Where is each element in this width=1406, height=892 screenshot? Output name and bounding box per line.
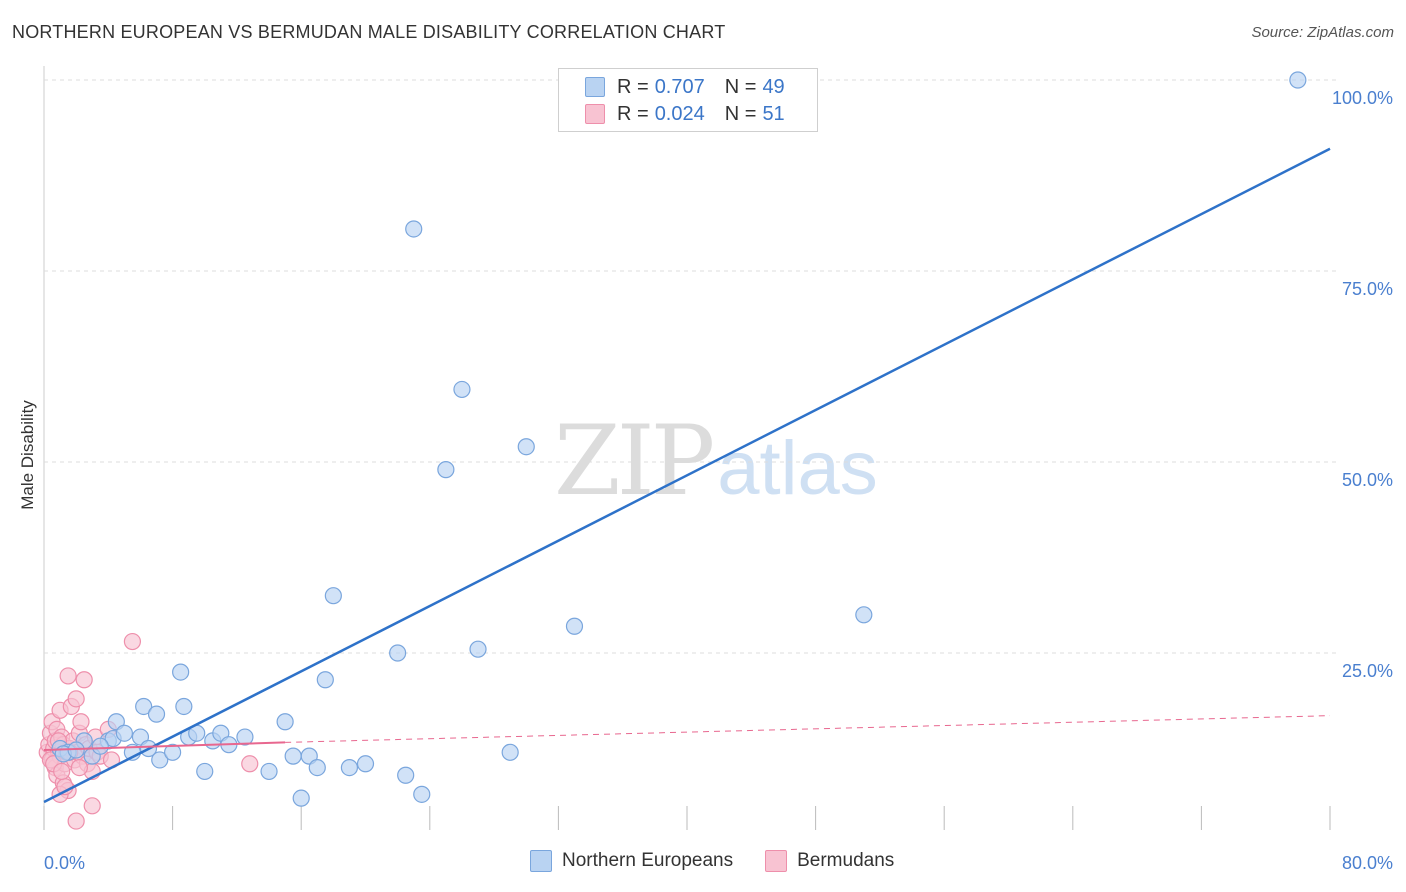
legend-swatch-blue [585, 77, 605, 97]
legend-r-label: R = [617, 102, 649, 125]
northern-europeans-point [565, 617, 584, 635]
watermark-zip: ZIP [554, 405, 715, 517]
legend-label: Bermudans [797, 850, 895, 871]
bermudans-point [59, 667, 77, 685]
legend-row-northern-europeans: R = 0.707 N = 49 [585, 73, 785, 101]
bermudans-point [75, 671, 93, 689]
bermudans-point [72, 713, 90, 731]
northern-europeans-point [175, 697, 193, 716]
bermudans-point [67, 812, 85, 830]
northern-europeans-point [413, 785, 431, 803]
source-attribution: Source: ZipAtlas.com [1251, 24, 1394, 41]
northern-europeans-point [284, 747, 302, 765]
y-tick-label: 75.0% [1342, 279, 1393, 299]
northern-europeans-point [196, 762, 214, 781]
y-tick-label: 25.0% [1342, 661, 1393, 681]
northern-europeans-point [276, 713, 294, 731]
legend-item-northern-europeans: Northern Europeans [530, 850, 733, 872]
legend-swatch-blue [530, 850, 552, 872]
northern-europeans-point [260, 762, 278, 781]
northern-europeans-point [91, 737, 109, 755]
northern-europeans-point [517, 438, 535, 456]
legend-swatch-pink [765, 850, 788, 872]
legend-row-bermudans: R = 0.024 N = 51 [585, 100, 785, 128]
northern-europeans-point [236, 728, 254, 746]
watermark-atlas: atlas [717, 426, 878, 511]
bermudans-point [241, 755, 259, 773]
series-legend: Northern Europeans Bermudans [530, 850, 926, 872]
northern-europeans-point [1289, 71, 1307, 89]
northern-europeans-point [453, 380, 471, 399]
northern-europeans-point [308, 758, 326, 777]
y-tick-label: 50.0% [1342, 470, 1393, 490]
legend-r-value: 0.707 [654, 75, 705, 98]
x-tick-label: 80.0% [1342, 853, 1393, 873]
bermudans-trendline [285, 715, 1331, 743]
northern-europeans-point [147, 705, 166, 723]
northern-europeans-point [164, 743, 182, 761]
bermudans-point [123, 632, 142, 651]
northern-europeans-point [356, 755, 375, 773]
northern-europeans-point [469, 640, 487, 658]
bermudans-point [83, 797, 101, 815]
legend-n-value: 49 [762, 75, 785, 98]
legend-n-label: N = [724, 75, 757, 98]
bermudans-point [70, 758, 88, 777]
northern-europeans-point [292, 789, 310, 807]
legend-n-value: 51 [762, 102, 785, 125]
northern-europeans-point [437, 461, 455, 479]
legend-swatch-pink [585, 104, 605, 124]
northern-europeans-point [324, 587, 342, 605]
stats-legend: R = 0.707 N = 49 R = 0.024 N = 51 [558, 68, 818, 132]
bermudans-trendline [43, 741, 286, 752]
northern-europeans-point [501, 743, 519, 761]
northern-europeans-point [855, 606, 873, 624]
x-tick-label: 0.0% [44, 853, 85, 873]
northern-europeans-point [405, 220, 423, 238]
northern-europeans-point [151, 751, 169, 769]
legend-item-bermudans: Bermudans [765, 850, 894, 872]
northern-europeans-point [172, 663, 190, 681]
bermudans-point [53, 762, 71, 781]
legend-r-label: R = [617, 75, 649, 98]
northern-europeans-point [316, 671, 334, 689]
northern-europeans-point [340, 758, 359, 777]
legend-n-label: N = [724, 102, 757, 125]
watermark: ZIPatlas [554, 405, 878, 517]
y-tick-label: 100.0% [1332, 88, 1393, 108]
bermudans-point [67, 690, 85, 708]
legend-r-value: 0.024 [654, 102, 705, 125]
northern-europeans-point [389, 644, 407, 662]
northern-europeans-point [115, 724, 133, 742]
northern-europeans-point [397, 766, 415, 784]
chart-title: NORTHERN EUROPEAN VS BERMUDAN MALE DISAB… [12, 22, 726, 42]
northern-europeans-trendline [43, 147, 1331, 804]
legend-label: Northern Europeans [562, 850, 734, 871]
northern-europeans-point [135, 697, 153, 716]
